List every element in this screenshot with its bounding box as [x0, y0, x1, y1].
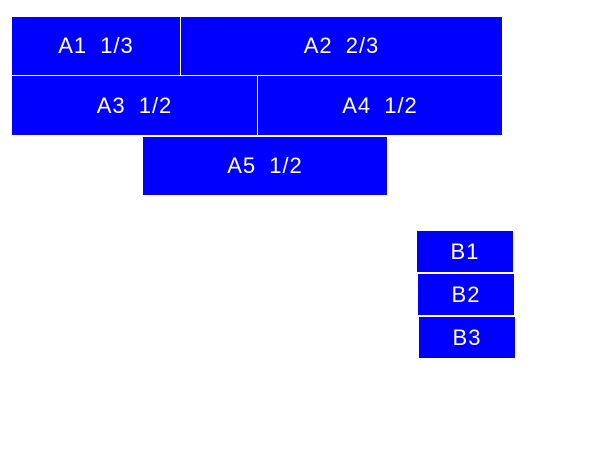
- box-b1: B1: [417, 231, 513, 272]
- box-b3: B3: [419, 317, 515, 358]
- box-a4: A4 1/2: [258, 76, 502, 135]
- box-a2: A2 2/3: [181, 17, 502, 75]
- box-b2: B2: [418, 274, 514, 315]
- box-a1: A1 1/3: [12, 17, 180, 75]
- box-a5: A5 1/2: [143, 137, 387, 195]
- box-a3: A3 1/2: [12, 76, 257, 135]
